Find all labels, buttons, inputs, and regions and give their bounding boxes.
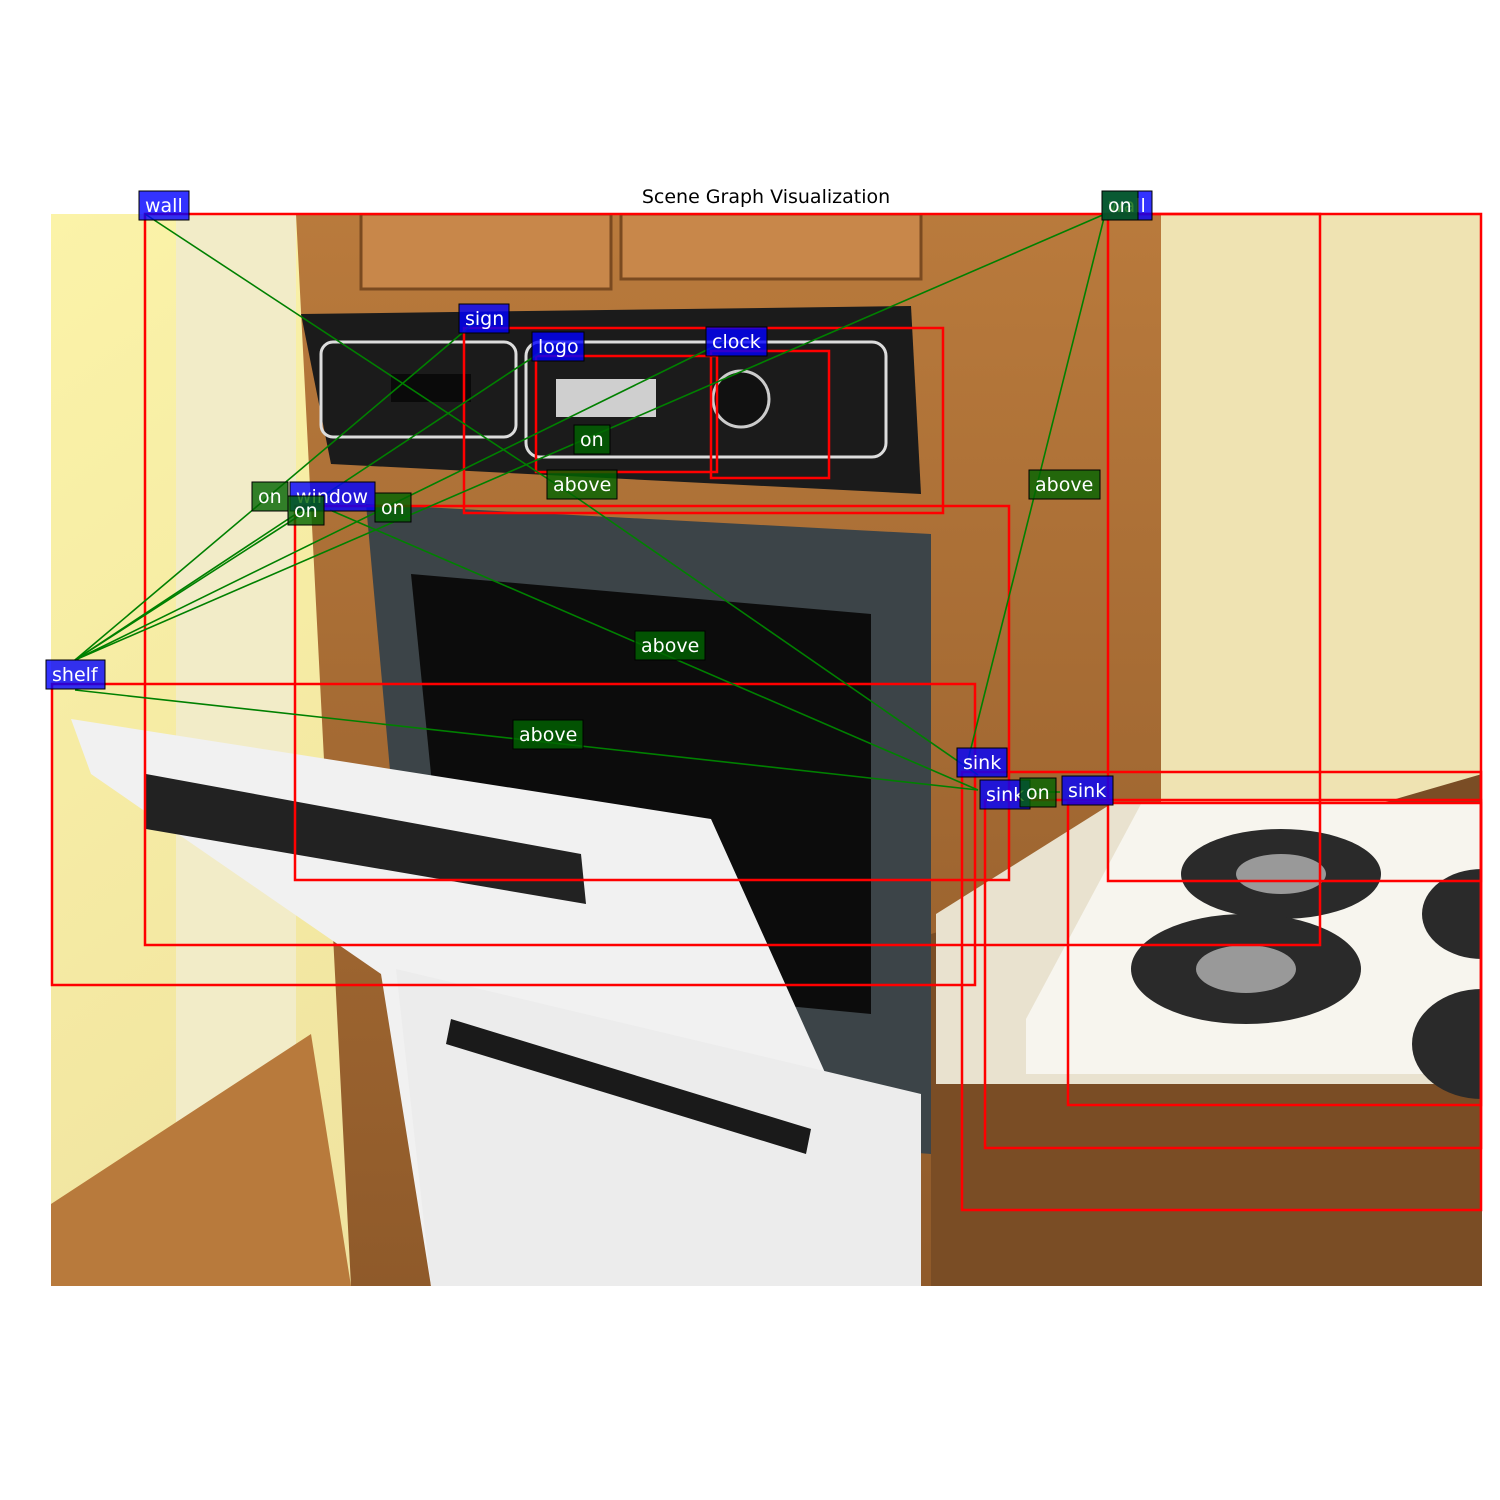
bounding-box [462, 326, 945, 515]
bounding-box [293, 504, 1011, 882]
object-label-bg [956, 747, 1008, 778]
relation-label-bg [287, 495, 325, 526]
object-label-text: sink [963, 752, 1001, 774]
object-label: clock [705, 326, 768, 357]
relation-label-text: on [258, 486, 282, 508]
relation-label-bg [1019, 777, 1057, 808]
bounding-box [534, 354, 719, 474]
relation-label: on [1019, 777, 1057, 808]
object-label-bg [1061, 775, 1114, 806]
relation-label: above [1028, 469, 1101, 500]
object-label: shelf [45, 659, 106, 690]
bounding-box [709, 349, 831, 480]
relation-label-text: above [553, 474, 611, 496]
relation-label: above [512, 719, 584, 750]
relation-edge [579, 499, 979, 776]
relation-label: on [374, 492, 412, 523]
object-label: sink [979, 779, 1031, 810]
relation-label-text: on [1108, 195, 1132, 217]
relation-edges [74, 213, 1106, 793]
relation-edge [144, 213, 581, 501]
relation-label-text: on [1026, 782, 1050, 804]
relation-label-bg [512, 719, 584, 750]
relation-label: above [546, 469, 618, 500]
object-label-bg [705, 326, 768, 357]
relation-label-text: above [1035, 474, 1093, 496]
relation-label-text: on [294, 500, 318, 522]
relation-label: on [287, 495, 325, 526]
bounding-box [983, 798, 1483, 1150]
relation-label: above [634, 630, 706, 661]
object-label-text: sign [465, 308, 504, 330]
relation-label-bg [573, 424, 611, 455]
relation-label: on [251, 481, 289, 512]
object-label-text: logo [538, 336, 579, 358]
relation-label-bg [1101, 190, 1139, 221]
object-label-bg [138, 190, 190, 221]
object-label-bg [458, 303, 510, 334]
chart-title: Scene Graph Visualization [641, 186, 891, 208]
relation-label: on [1101, 190, 1139, 221]
object-label: logo [531, 331, 585, 362]
bounding-box [960, 770, 1483, 1212]
bounding-boxes [50, 212, 1483, 1212]
relation-label-text: on [580, 429, 604, 451]
object-label: sink [1061, 775, 1114, 806]
object-label-text: wall [145, 195, 183, 217]
object-label: wall [138, 190, 190, 221]
bounding-box [1066, 801, 1483, 1107]
relation-label-text: on [381, 497, 405, 519]
relation-label-bg [374, 492, 412, 523]
relation-label-text: above [641, 635, 699, 657]
object-label-bg [531, 331, 585, 362]
object-label-text: shelf [52, 664, 99, 686]
object-label-text: sink [1068, 780, 1106, 802]
bounding-box [1106, 212, 1483, 883]
object-label-text: sink [986, 784, 1024, 806]
relation-label-bg [251, 481, 289, 512]
relation-label-bg [1028, 469, 1101, 500]
relation-label-bg [634, 630, 706, 661]
object-label: sink [956, 747, 1008, 778]
relation-label-bg [546, 469, 618, 500]
object-label: sign [458, 303, 510, 334]
relation-label-text: above [519, 724, 577, 746]
object-label-bg [45, 659, 106, 690]
relation-label: on [573, 424, 611, 455]
bounding-box [143, 212, 1322, 947]
object-label-text: clock [712, 331, 761, 353]
bounding-box [50, 682, 977, 987]
kitchen-photo [51, 214, 1482, 1286]
